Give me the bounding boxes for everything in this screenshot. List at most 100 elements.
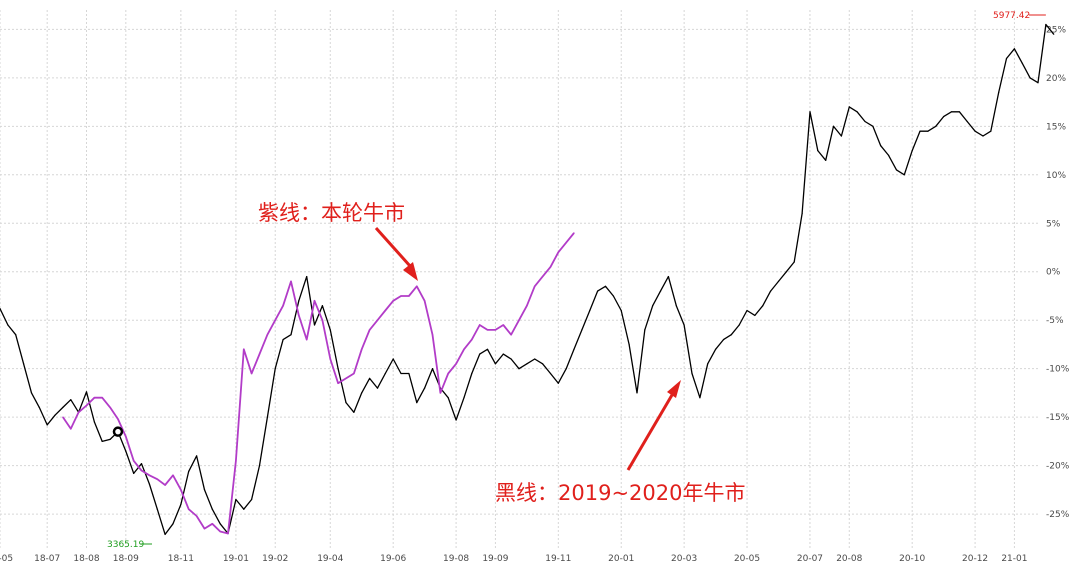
data-point xyxy=(927,130,929,132)
data-point xyxy=(306,276,308,278)
data-point xyxy=(400,295,402,297)
data-point xyxy=(966,120,968,123)
data-point xyxy=(290,280,292,282)
data-point xyxy=(659,290,662,292)
y-tick-label: -5% xyxy=(1046,316,1064,326)
data-point xyxy=(196,515,198,517)
data-point xyxy=(463,397,465,399)
data-point xyxy=(715,348,717,350)
x-tick-label: 20-03 xyxy=(671,554,697,564)
series-points xyxy=(62,232,575,535)
data-point xyxy=(494,363,496,365)
data-point xyxy=(895,169,898,171)
data-point xyxy=(431,334,434,336)
data-point xyxy=(573,232,575,234)
data-point xyxy=(392,358,394,360)
data-point xyxy=(156,508,158,510)
data-point xyxy=(251,372,253,375)
data-point xyxy=(1037,82,1039,84)
data-point xyxy=(266,334,268,336)
data-point xyxy=(683,324,685,326)
data-point xyxy=(172,474,174,476)
data-point xyxy=(793,261,795,263)
data-point xyxy=(589,309,591,312)
x-tick-label: 20-05 xyxy=(734,554,760,564)
data-point xyxy=(549,372,552,375)
data-point xyxy=(526,305,528,307)
data-point xyxy=(486,348,489,350)
data-point xyxy=(856,111,858,113)
data-point xyxy=(597,290,599,292)
data-point xyxy=(471,372,473,375)
data-point xyxy=(203,489,206,491)
x-tick-label: 19-06 xyxy=(380,554,406,564)
data-point xyxy=(542,276,544,278)
data-point xyxy=(479,353,481,355)
data-point xyxy=(140,463,143,465)
data-point xyxy=(125,450,127,452)
data-point xyxy=(282,339,284,341)
data-point xyxy=(502,324,504,326)
y-tick-label: -25% xyxy=(1046,510,1070,520)
data-point xyxy=(219,523,221,525)
data-point xyxy=(329,358,331,360)
y-tick-label: 15% xyxy=(1046,122,1066,132)
x-tick-label: 20-01 xyxy=(608,554,634,564)
data-point xyxy=(258,465,261,467)
data-point xyxy=(935,125,937,127)
data-point xyxy=(998,91,1000,93)
data-point xyxy=(950,111,953,113)
data-point xyxy=(345,402,347,404)
data-point xyxy=(872,125,874,127)
data-point xyxy=(274,319,276,321)
data-point xyxy=(518,319,520,321)
data-point xyxy=(353,372,355,375)
x-tick-label: 19-08 xyxy=(443,554,469,564)
data-point xyxy=(219,530,221,533)
data-point xyxy=(416,285,418,287)
data-point xyxy=(384,309,386,312)
data-point xyxy=(117,418,119,420)
data-point xyxy=(832,125,835,127)
data-point xyxy=(943,116,945,118)
data-point xyxy=(400,372,402,375)
data-point xyxy=(62,406,64,408)
data-point xyxy=(93,421,95,423)
data-point xyxy=(172,523,174,525)
data-point xyxy=(471,339,473,341)
data-point xyxy=(85,391,88,393)
high-price-label: 5977.42 xyxy=(993,11,1030,21)
data-point xyxy=(353,411,355,413)
data-point xyxy=(54,414,56,416)
data-point xyxy=(777,280,780,282)
data-point xyxy=(770,290,772,292)
data-point xyxy=(1021,62,1023,64)
data-point xyxy=(691,372,693,375)
data-point xyxy=(235,498,237,501)
data-point xyxy=(888,154,890,156)
x-tick-label: 19-02 xyxy=(262,554,288,564)
data-point xyxy=(38,406,40,408)
y-tick-label: -15% xyxy=(1046,413,1070,423)
data-point xyxy=(298,314,300,316)
data-point xyxy=(243,348,245,350)
data-point xyxy=(70,399,72,401)
data-point xyxy=(7,324,9,326)
data-point xyxy=(282,305,284,307)
data-point xyxy=(990,130,992,132)
data-point xyxy=(982,135,984,137)
data-point xyxy=(730,334,732,336)
y-axis: 25% 20% 15% 10% 5% 0% -5% -10% -15% -20% -25% xyxy=(1046,25,1070,520)
data-point xyxy=(164,484,166,486)
data-point xyxy=(675,305,677,307)
data-point xyxy=(313,300,316,302)
x-tick-label: 18-08 xyxy=(73,554,99,564)
data-point xyxy=(109,406,111,408)
data-point xyxy=(549,266,552,268)
data-point xyxy=(573,348,575,350)
annotation-purple-arrow-shaft xyxy=(374,226,412,268)
data-point xyxy=(518,368,520,370)
data-point xyxy=(266,416,268,418)
data-point xyxy=(864,120,866,123)
data-point xyxy=(463,348,465,350)
